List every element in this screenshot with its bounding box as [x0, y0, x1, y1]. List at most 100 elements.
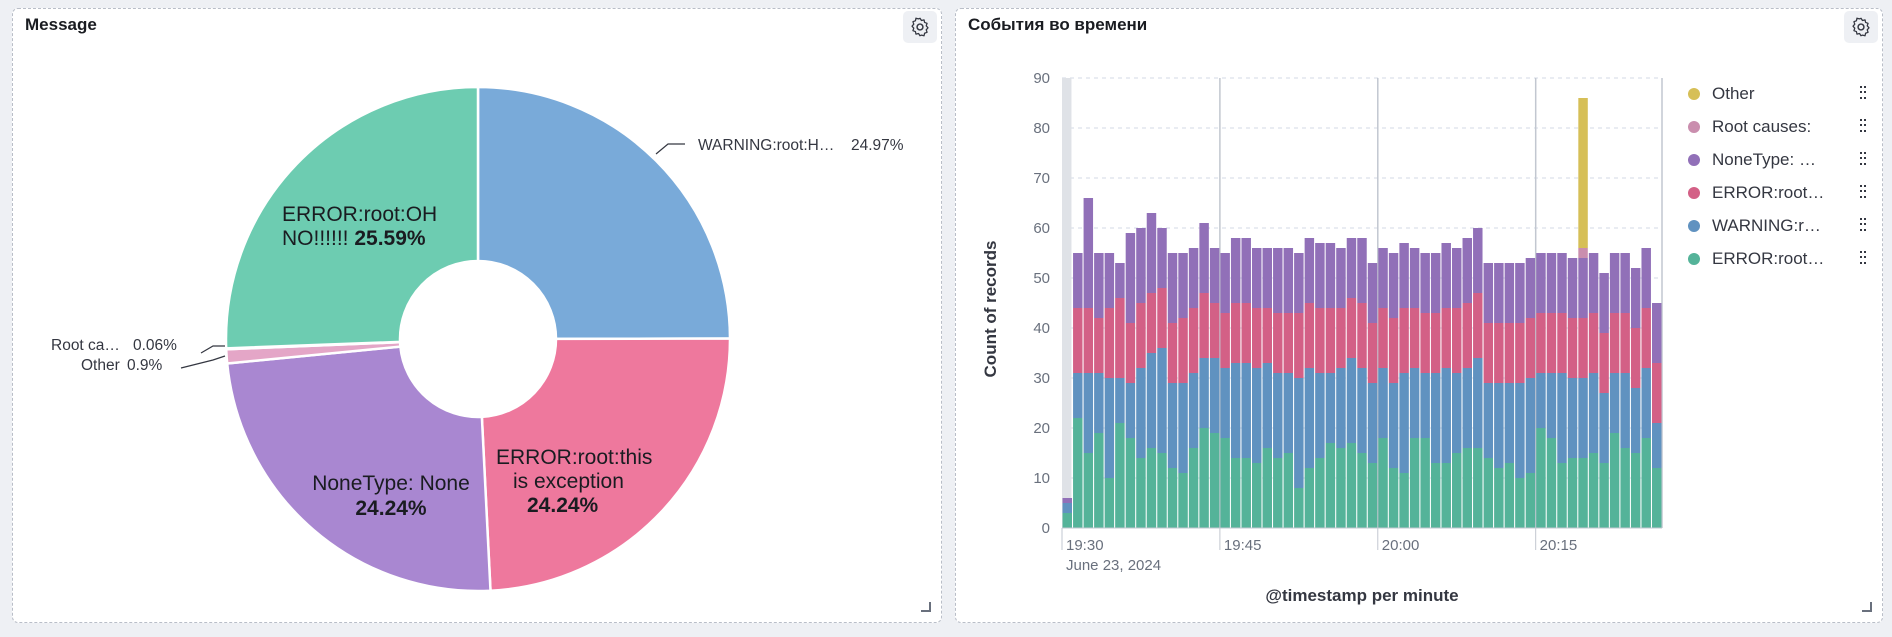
bar-segment[interactable]	[1273, 248, 1283, 313]
bar-segment[interactable]	[1409, 438, 1420, 528]
bar-segment[interactable]	[1525, 473, 1536, 528]
bar-segment[interactable]	[1567, 458, 1578, 528]
bar-segment[interactable]	[1399, 373, 1409, 473]
bar-segment[interactable]	[1599, 333, 1609, 393]
bar-segment[interactable]	[1262, 248, 1272, 308]
bar-segment[interactable]	[1346, 443, 1357, 528]
bar-segment[interactable]	[1262, 448, 1272, 528]
vertical-dots-icon[interactable]	[1860, 152, 1866, 166]
bar-segment[interactable]	[1083, 373, 1094, 453]
bar-segment[interactable]	[1125, 323, 1136, 383]
bar-segment[interactable]	[1557, 313, 1567, 373]
bar-segment[interactable]	[1125, 383, 1136, 438]
bar-segment[interactable]	[1336, 368, 1346, 448]
bar-segment[interactable]	[1452, 308, 1462, 373]
bar-segment[interactable]	[1062, 498, 1072, 503]
bar-segment[interactable]	[1241, 458, 1251, 528]
bar-segment[interactable]	[1630, 268, 1641, 328]
bar-segment[interactable]	[1515, 478, 1525, 528]
bar-segment[interactable]	[1283, 373, 1294, 453]
bar-segment[interactable]	[1062, 513, 1072, 528]
bar-segment[interactable]	[1094, 373, 1104, 433]
bar-segment[interactable]	[1641, 308, 1651, 368]
bar-segment[interactable]	[1494, 263, 1504, 323]
bar-segment[interactable]	[1388, 468, 1399, 528]
bar-segment[interactable]	[1567, 258, 1578, 318]
bar-segment[interactable]	[1557, 463, 1567, 528]
bar-segment[interactable]	[1209, 248, 1220, 303]
bar-segment[interactable]	[1567, 378, 1578, 458]
bar-segment[interactable]	[1652, 423, 1662, 468]
bar-segment[interactable]	[1546, 438, 1557, 528]
bar-segment[interactable]	[1357, 303, 1367, 368]
legend-item[interactable]: ERROR:root…	[1686, 176, 1876, 209]
bar-segment[interactable]	[1241, 238, 1251, 303]
bar-segment[interactable]	[1220, 313, 1230, 368]
bar-segment[interactable]	[1652, 303, 1662, 363]
bar-segment[interactable]	[1094, 318, 1104, 373]
bar-segment[interactable]	[1420, 438, 1430, 528]
bar-segment[interactable]	[1083, 308, 1094, 373]
bar-segment[interactable]	[1546, 253, 1557, 313]
bar-segment[interactable]	[1588, 313, 1599, 373]
bar-segment[interactable]	[1167, 383, 1178, 468]
bar-segment[interactable]	[1188, 373, 1199, 448]
bar-segment[interactable]	[1420, 313, 1430, 373]
bar-segment[interactable]	[1630, 453, 1641, 528]
bar-segment[interactable]	[1315, 458, 1325, 528]
bar-segment[interactable]	[1346, 358, 1357, 443]
bar-segment[interactable]	[1399, 308, 1409, 373]
bar-segment[interactable]	[1630, 388, 1641, 453]
bar-segment[interactable]	[1325, 373, 1336, 443]
bar-segment[interactable]	[1325, 308, 1336, 373]
bar-segment[interactable]	[1146, 448, 1157, 528]
gear-icon[interactable]	[1844, 11, 1878, 43]
bar-segment[interactable]	[1483, 323, 1494, 383]
bar-segment[interactable]	[1220, 438, 1230, 528]
bar-segment[interactable]	[1473, 448, 1483, 528]
bar-segment[interactable]	[1546, 313, 1557, 373]
bar-segment[interactable]	[1104, 478, 1115, 528]
bar-segment[interactable]	[1230, 363, 1241, 458]
bar-segment[interactable]	[1294, 488, 1304, 528]
bar-segment[interactable]	[1167, 323, 1178, 383]
bar-segment[interactable]	[1399, 243, 1409, 308]
legend-item[interactable]: Root causes:	[1686, 110, 1876, 143]
bar-segment[interactable]	[1220, 368, 1230, 438]
bar-segment[interactable]	[1146, 293, 1157, 353]
bar-segment[interactable]	[1157, 228, 1167, 288]
bar-segment[interactable]	[1473, 293, 1483, 358]
bar-segment[interactable]	[1620, 313, 1630, 373]
bar-segment[interactable]	[1304, 468, 1315, 528]
bar-segment[interactable]	[1536, 253, 1546, 313]
bar-segment[interactable]	[1578, 458, 1588, 528]
bar-segment[interactable]	[1483, 458, 1494, 528]
bar-segment[interactable]	[1494, 468, 1504, 528]
pie-slice[interactable]	[480, 337, 732, 593]
bar-segment[interactable]	[1115, 298, 1125, 378]
bar-segment[interactable]	[1157, 453, 1167, 528]
bar-segment[interactable]	[1620, 373, 1630, 448]
bar-segment[interactable]	[1136, 458, 1146, 528]
bar-segment[interactable]	[1104, 253, 1115, 308]
bar-segment[interactable]	[1167, 253, 1178, 323]
bar-segment[interactable]	[1494, 383, 1504, 468]
bar-segment[interactable]	[1525, 258, 1536, 318]
bar-segment[interactable]	[1336, 448, 1346, 528]
bar-segment[interactable]	[1252, 463, 1262, 528]
bar-segment[interactable]	[1641, 438, 1651, 528]
bar-segment[interactable]	[1178, 253, 1188, 318]
bar-segment[interactable]	[1473, 358, 1483, 448]
bar-segment[interactable]	[1599, 393, 1609, 463]
bar-segment[interactable]	[1188, 248, 1199, 308]
bar-segment[interactable]	[1557, 373, 1567, 463]
bar-segment[interactable]	[1094, 433, 1104, 528]
bar-segment[interactable]	[1609, 253, 1620, 313]
bar-segment[interactable]	[1504, 463, 1515, 528]
bar-segment[interactable]	[1325, 243, 1336, 308]
bar-segment[interactable]	[1367, 463, 1378, 528]
bar-segment[interactable]	[1304, 368, 1315, 468]
bar-segment[interactable]	[1388, 383, 1399, 468]
bar-segment[interactable]	[1441, 463, 1451, 528]
bar-segment[interactable]	[1367, 323, 1378, 383]
